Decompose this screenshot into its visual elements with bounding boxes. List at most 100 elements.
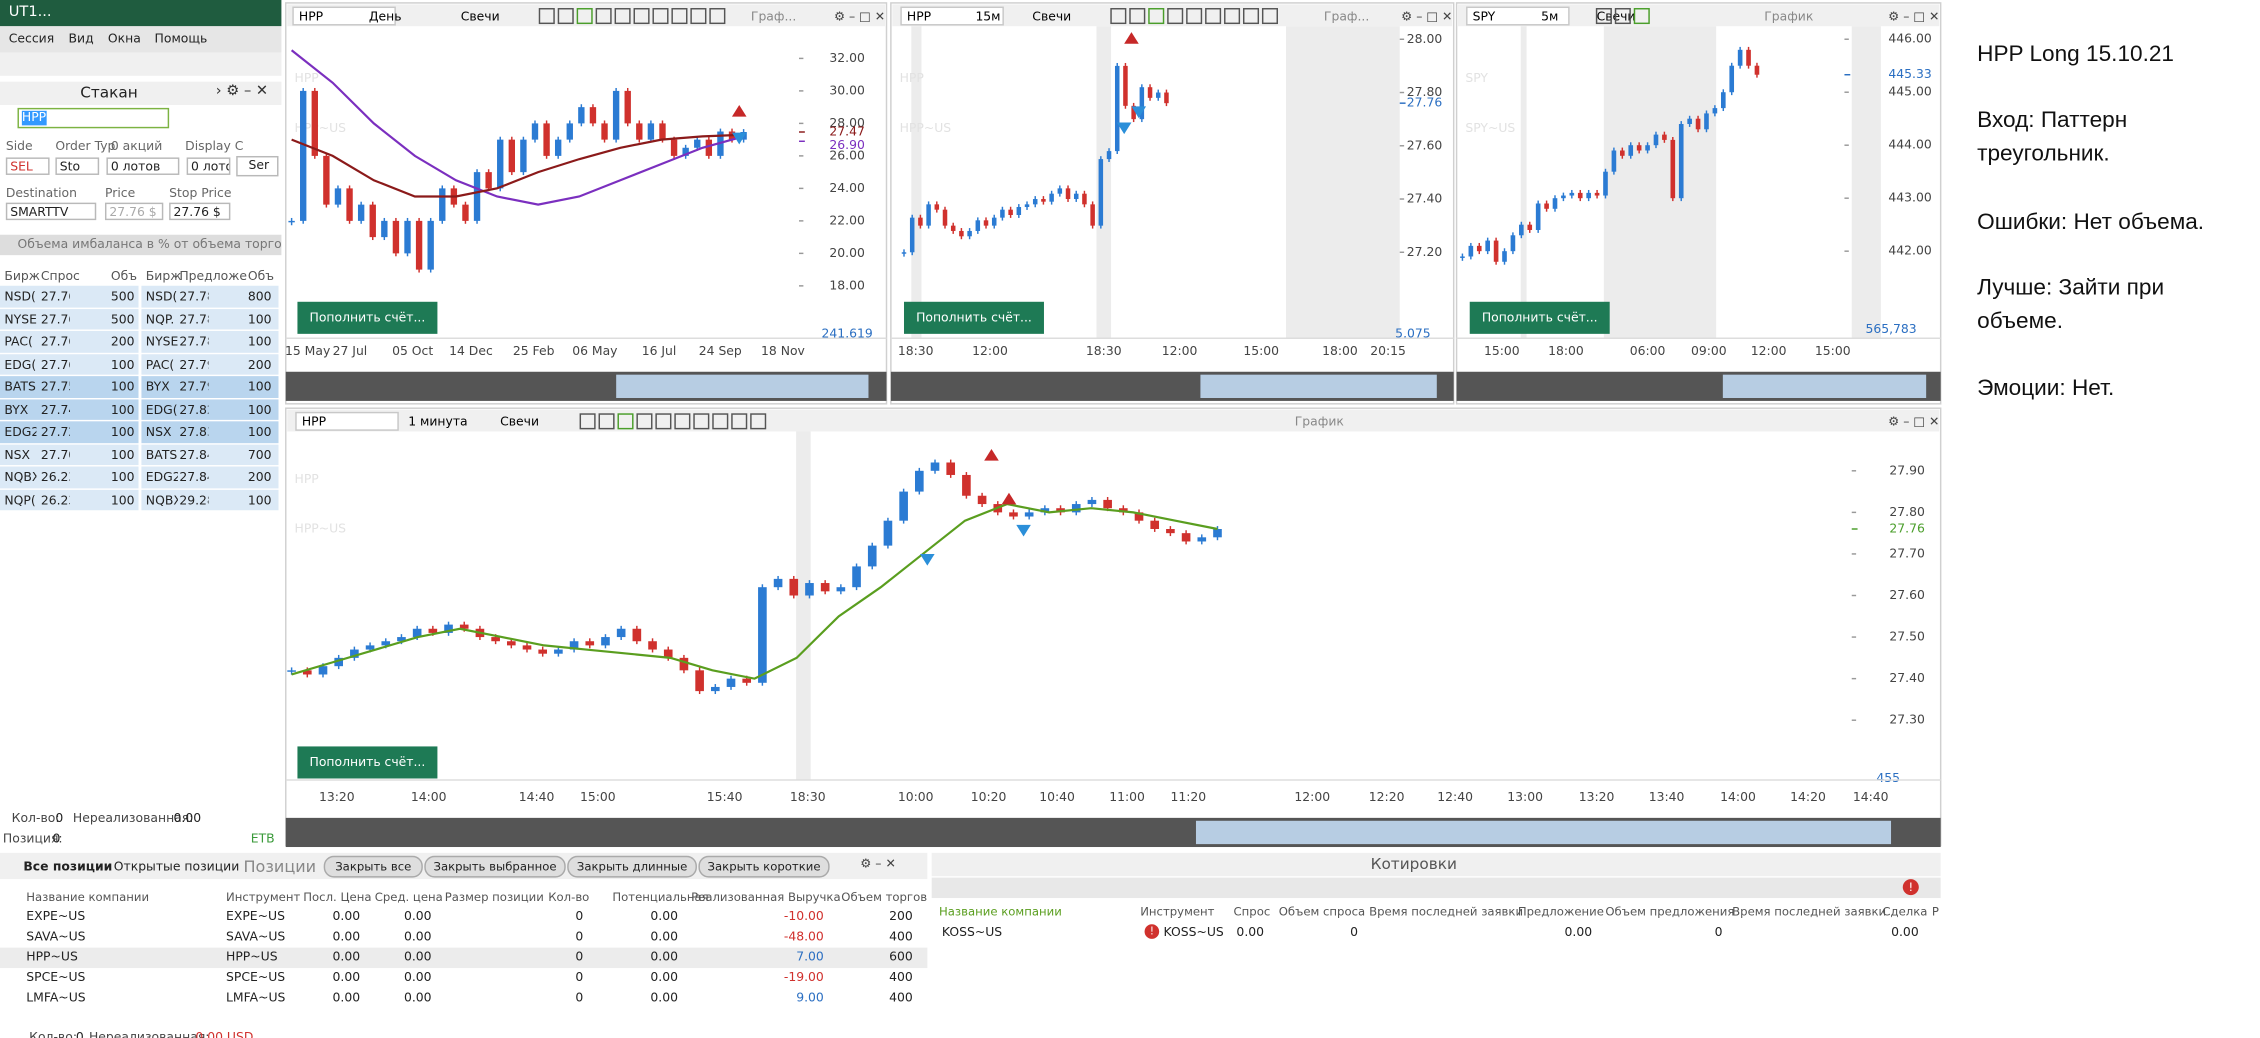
panel-icons[interactable]: ⚙ – ✕ [860,857,896,872]
deposit-button[interactable] [297,301,438,334]
book-cell[interactable]: 27.76 [40,312,70,328]
cell[interactable]: -48.00 [783,930,824,945]
symbol[interactable]: HPP [907,8,932,23]
book-cell[interactable]: 700 [247,448,272,463]
cell[interactable]: 0.00 [650,991,678,1006]
book-cell[interactable]: 100 [247,380,272,396]
book-cell[interactable]: PAC( [4,335,33,350]
cell[interactable]: EXPE~US [225,909,285,925]
book-cell[interactable]: 100 [110,470,135,486]
cell[interactable]: 0.00 [403,970,432,986]
display-input[interactable]: 0 лото [186,157,231,175]
book-cell[interactable]: 29.28 [179,493,208,509]
menu-item[interactable]: Сессия [8,32,55,47]
deposit-button[interactable] [903,301,1044,334]
book-cell[interactable]: NSX [4,448,31,463]
order-type-select[interactable]: Sto [55,157,100,175]
button[interactable]: Закрыть выбранное [424,855,566,878]
book-cell[interactable]: NYSE [4,312,37,328]
tab[interactable]: Все позиции [23,860,113,875]
deposit-button-label[interactable]: Пополнить счёт... [310,309,426,324]
cell[interactable]: SAVA~US [26,930,86,945]
cell[interactable]: 0.00 [332,930,361,945]
cell[interactable]: 0.00 [332,950,361,966]
alert-icon[interactable]: ! [1902,879,1919,896]
cell[interactable]: 0 [575,909,584,925]
cell[interactable]: 0.00 [1236,925,1265,941]
tab[interactable]: Открытые позиции [113,860,240,875]
cell[interactable]: HPP~US [26,950,78,966]
button[interactable]: Закрыть короткие [698,855,830,878]
book-cell[interactable]: NQP. [145,312,175,328]
send-button[interactable]: Ser [236,155,279,177]
book-cell[interactable]: 27.76 [40,335,70,350]
book-cell[interactable]: NSD( [4,290,36,305]
book-cell[interactable]: 27.78 [179,312,208,328]
book-cell[interactable]: 27.72 [40,425,70,441]
cell[interactable]: LMFA~US [26,991,86,1006]
symbol-input[interactable]: HPP [17,107,170,129]
scrollbar-thumb[interactable] [1722,374,1927,398]
book-cell[interactable]: NYSE [145,335,178,350]
book-cell[interactable]: 100 [110,380,135,396]
cell[interactable]: 0.00 [332,991,361,1006]
book-cell[interactable]: 100 [247,425,272,441]
cell[interactable]: 0 [575,930,584,945]
cell[interactable]: 0 [575,950,584,966]
cell[interactable]: KOSS~US [941,925,1003,941]
symbol[interactable]: HPP [299,8,324,23]
cell[interactable]: 0.00 [403,930,432,945]
cell[interactable]: -19.00 [783,970,824,986]
book-cell[interactable]: NQBX [145,493,178,509]
menu-item[interactable]: Окна [107,32,141,47]
scrollbar-thumb[interactable] [1195,820,1892,845]
book-cell[interactable]: 200 [247,357,272,373]
book-cell[interactable]: 500 [110,312,135,328]
cell[interactable]: 7.00 [796,950,824,966]
book-cell[interactable]: 100 [110,448,135,463]
button[interactable]: Закрыть все [323,855,423,878]
book-cell[interactable]: 100 [110,493,135,509]
cell[interactable]: 400 [889,991,913,1006]
book-cell[interactable]: 27.79 [179,380,208,396]
book-cell[interactable]: 200 [247,470,272,486]
cell[interactable]: 200 [889,909,913,925]
destination-select[interactable]: SMARTTV [5,202,97,221]
book-cell[interactable]: 27.82 [179,403,208,418]
scrollbar-thumb[interactable] [616,374,869,398]
cell[interactable]: 400 [889,930,913,945]
symbol[interactable]: SPY [1473,8,1496,23]
lots-input[interactable]: 0 лотов [106,157,180,175]
book-cell[interactable]: 500 [110,290,135,305]
cell[interactable]: 0.00 [403,909,432,925]
book-cell[interactable]: 100 [247,493,272,509]
book-cell[interactable]: 27.76 [40,357,70,373]
book-cell[interactable]: EDG2 [4,425,37,441]
book-cell[interactable]: NQP( [4,493,36,509]
button[interactable]: Закрыть длинные [567,855,697,878]
book-cell[interactable]: BATS [4,380,36,396]
cell[interactable]: -10.00 [783,909,824,925]
book-cell[interactable]: 27.74 [40,403,70,418]
cell[interactable]: KOSS~US [1163,925,1224,941]
book-cell[interactable]: 27.83 [179,425,208,441]
deposit-button-label[interactable]: Пополнить счёт... [310,754,426,769]
cell[interactable]: 0.00 [1564,925,1593,941]
cell[interactable]: 0.00 [403,950,432,966]
book-cell[interactable]: 27.84 [179,448,208,463]
cell[interactable]: LMFA~US [225,991,286,1006]
book-cell[interactable]: NSD( [145,290,178,305]
cell[interactable]: 0 [575,970,584,986]
book-cell[interactable]: 27.70 [40,448,70,463]
panel-icons[interactable]: › ⚙ – ✕ [215,83,269,100]
deposit-button-label[interactable]: Пополнить счёт... [1482,309,1598,324]
cell[interactable]: 0 [1714,925,1723,941]
book-cell[interactable]: BYX [145,380,170,396]
book-cell[interactable]: EDG( [145,403,178,418]
cell[interactable]: 0 [575,991,584,1006]
symbol[interactable]: HPP [302,414,327,429]
cell[interactable]: 0.00 [403,991,432,1006]
cell[interactable]: SPCE~US [26,970,86,986]
book-cell[interactable]: 100 [247,312,272,328]
book-cell[interactable]: 27.76 [40,290,70,305]
